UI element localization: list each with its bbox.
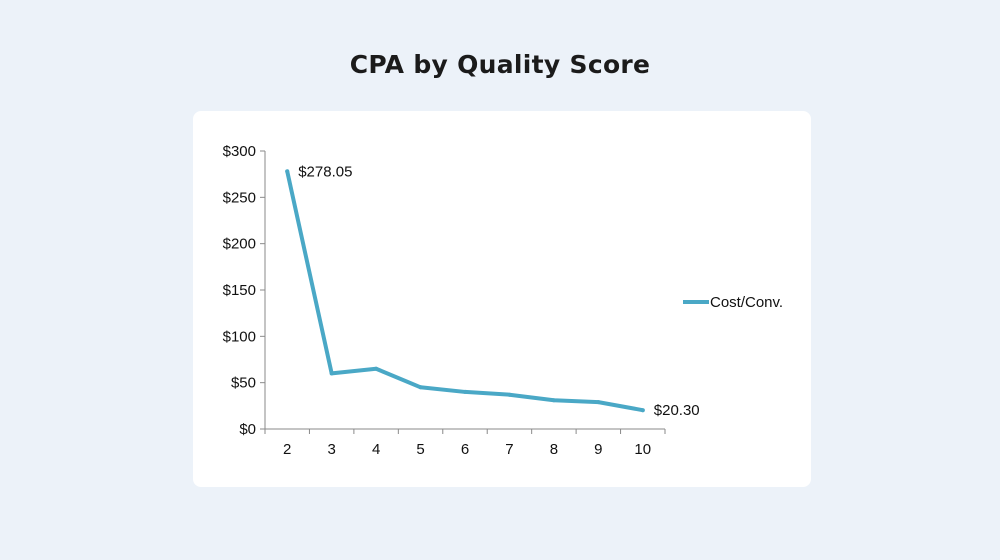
chart-card: $0 $50 $100 $150 $200 $250 $300 2 3 4 5 6 7 8 9 10 $27… bbox=[193, 111, 811, 487]
x-tick-label: 10 bbox=[634, 441, 651, 458]
x-tick-label: 4 bbox=[372, 441, 380, 458]
x-tick-label: 3 bbox=[327, 441, 335, 458]
x-tick-label: 7 bbox=[505, 441, 513, 458]
legend: Cost/Conv. bbox=[683, 294, 783, 311]
y-tick-label: $200 bbox=[223, 236, 256, 253]
data-point bbox=[418, 385, 423, 390]
y-tick-label: $0 bbox=[239, 421, 256, 438]
data-point bbox=[640, 408, 645, 413]
x-tick-label: 5 bbox=[416, 441, 424, 458]
x-tick-label: 9 bbox=[594, 441, 602, 458]
data-point bbox=[329, 371, 334, 376]
legend-label: Cost/Conv. bbox=[710, 294, 783, 311]
data-point bbox=[507, 392, 512, 397]
data-point bbox=[551, 398, 556, 403]
x-tick-label: 2 bbox=[283, 441, 291, 458]
data-label: $278.05 bbox=[298, 163, 352, 180]
series-line bbox=[285, 169, 645, 413]
data-point bbox=[374, 366, 379, 371]
data-label: $20.30 bbox=[654, 402, 700, 419]
x-tick-label: 6 bbox=[461, 441, 469, 458]
y-tick-label: $150 bbox=[223, 282, 256, 299]
line-chart: $0 $50 $100 $150 $200 $250 $300 2 3 4 5 6 7 8 9 10 $27… bbox=[223, 143, 783, 458]
chart-axes bbox=[264, 151, 665, 430]
y-tick-label: $300 bbox=[223, 143, 256, 160]
annotation-layer: $278.05 $20.30 bbox=[298, 163, 699, 419]
data-point bbox=[463, 389, 467, 394]
y-tick-label: $250 bbox=[223, 189, 256, 206]
y-axis-ticks: $0 $50 $100 $150 $200 $250 $300 bbox=[223, 143, 265, 438]
y-tick-label: $50 bbox=[231, 375, 256, 392]
data-point bbox=[596, 400, 601, 405]
y-tick-label: $100 bbox=[223, 328, 256, 345]
data-point bbox=[285, 169, 290, 174]
x-axis-ticks: 2 3 4 5 6 7 8 9 10 bbox=[264, 429, 666, 458]
x-tick-label: 8 bbox=[550, 441, 558, 458]
series-layer bbox=[285, 169, 645, 413]
chart-title: CPA by Quality Score bbox=[349, 50, 651, 79]
